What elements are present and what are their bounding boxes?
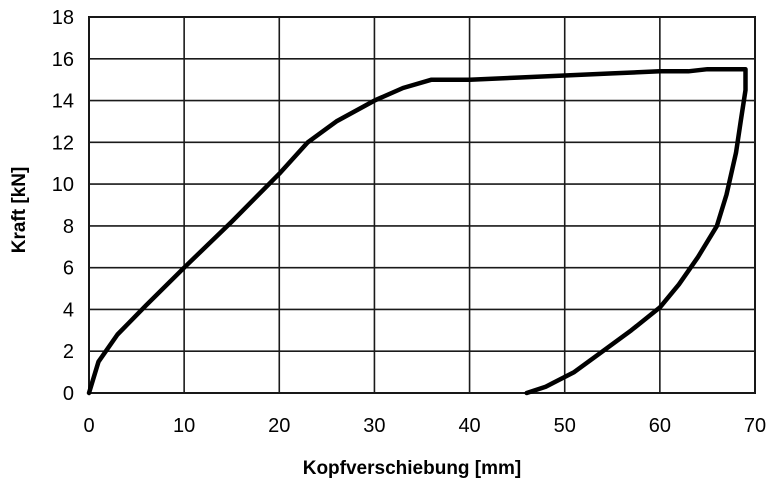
y-tick-label: 6: [63, 258, 74, 280]
series-layer: [86, 66, 748, 396]
gridlines: [88, 16, 756, 394]
x-tick-label: 0: [83, 415, 94, 437]
plot-area: [88, 16, 756, 394]
x-tick-label: 50: [554, 415, 576, 437]
y-tick-label: 18: [52, 7, 74, 29]
y-axis-title-group: Kraft [kN]: [9, 167, 30, 254]
x-tick-label: 60: [649, 415, 671, 437]
y-tick-label: 12: [52, 132, 74, 154]
y-tick-label: 4: [63, 299, 74, 321]
y-tick-label: 14: [52, 91, 74, 113]
x-tick-label: 10: [173, 415, 195, 437]
y-axis-title: Kraft [kN]: [9, 167, 30, 254]
y-tick-label: 16: [52, 49, 74, 71]
x-tick-label: 20: [268, 415, 290, 437]
x-tick-label: 40: [458, 415, 480, 437]
y-tick-labels: 0 2 4 6 8 10 12 14 16 18: [52, 7, 74, 405]
x-tick-label: 30: [363, 415, 385, 437]
x-tick-labels: 0 10 20 30 40 50 60 70: [83, 415, 766, 437]
x-tick-label: 70: [744, 415, 766, 437]
y-tick-label: 10: [52, 174, 74, 196]
x-axis-title: Kopfverschiebung [mm]: [303, 458, 522, 479]
y-tick-label: 2: [63, 341, 74, 363]
y-tick-label: 0: [63, 383, 74, 405]
force-displacement-curve: [86, 66, 748, 396]
y-tick-label: 8: [63, 216, 74, 238]
